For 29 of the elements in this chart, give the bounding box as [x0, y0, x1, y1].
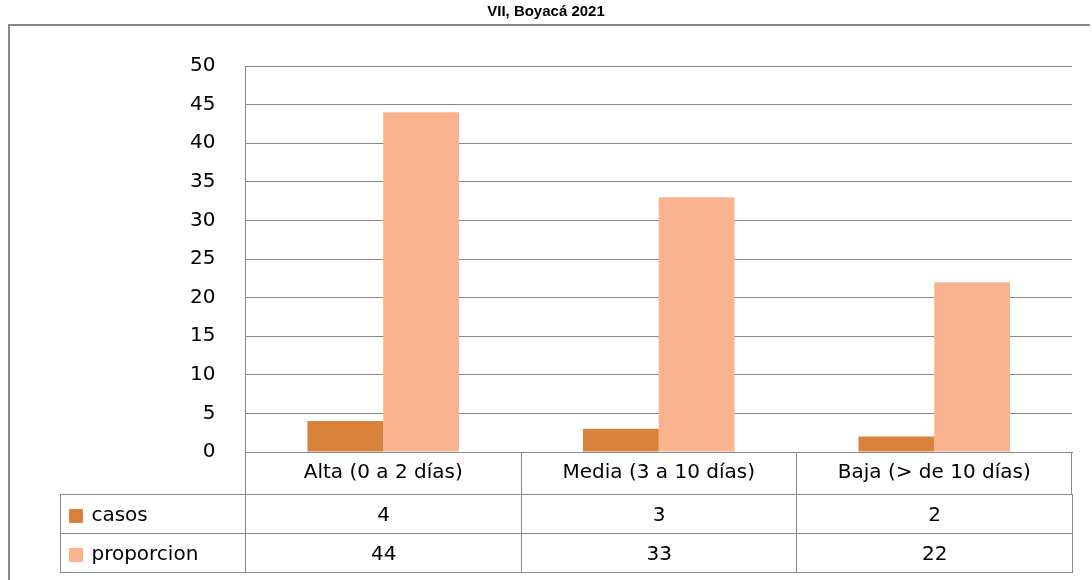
y-tick-label: 40	[190, 129, 216, 154]
data-label: 22	[796, 533, 1073, 573]
y-tick-label: 35	[190, 168, 216, 192]
chart-title: VII, Boyacá 2021	[486, 2, 606, 19]
data-label: 4	[245, 494, 522, 534]
bar	[934, 282, 1011, 452]
y-tick-label: 10	[190, 361, 216, 385]
bar	[582, 428, 659, 452]
bar	[307, 421, 384, 452]
y-tick-label: 30	[190, 206, 216, 231]
x-tick-label: Baja (> de 10 días)	[837, 459, 1031, 484]
legend-label: casos	[60, 494, 246, 534]
data-label: 2	[796, 494, 1073, 534]
y-tick-label: 50	[190, 52, 216, 77]
bar	[858, 436, 935, 452]
y-tick-label: 5	[202, 399, 216, 424]
data-label: 3	[521, 494, 797, 534]
x-tick-label: Media (3 a 10 días)	[562, 459, 755, 484]
y-tick-label: 25	[190, 245, 216, 270]
y-tick-label: 15	[190, 322, 216, 347]
bar	[383, 112, 459, 452]
x-tick-label: Alta (0 a 2 días)	[303, 459, 463, 484]
y-tick-label: 0	[202, 438, 216, 463]
data-label: 44	[245, 533, 522, 573]
y-tick-label: 45	[190, 90, 216, 115]
data-label: 33	[521, 533, 797, 573]
y-tick-label: 20	[190, 283, 216, 308]
legend-label: proporcion	[60, 533, 246, 573]
bar	[658, 197, 735, 452]
